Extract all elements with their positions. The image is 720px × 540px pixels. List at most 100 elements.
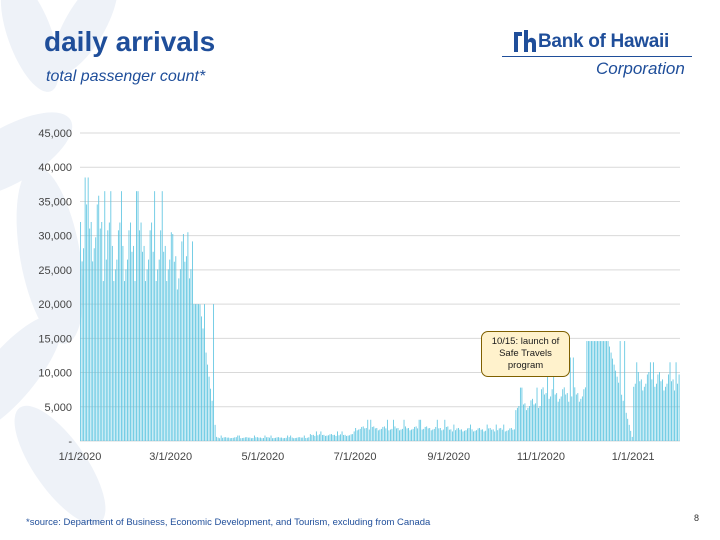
daily-arrival-bar [329, 434, 331, 441]
daily-arrival-bar [527, 407, 529, 441]
daily-arrival-bar [143, 245, 145, 441]
daily-arrival-bar [615, 370, 617, 441]
daily-arrival-bar [553, 357, 555, 441]
daily-arrival-bar [119, 222, 121, 441]
daily-arrival-bar [198, 304, 199, 441]
daily-arrival-bar [678, 374, 680, 441]
daily-arrival-bar [477, 428, 479, 441]
daily-arrival-bar [210, 388, 211, 441]
logo-divider [502, 56, 692, 57]
daily-arrival-bar [393, 419, 394, 441]
daily-arrival-bar [104, 191, 106, 441]
daily-arrival-bar [151, 222, 153, 441]
daily-arrival-bar [107, 230, 109, 441]
daily-arrival-bar [612, 358, 614, 441]
daily-arrival-bar [510, 427, 512, 441]
daily-arrival-bar [347, 435, 349, 441]
daily-arrival-bar [594, 341, 595, 441]
daily-arrival-bar [199, 304, 201, 441]
daily-arrival-bar [179, 269, 181, 441]
daily-arrival-bar [173, 261, 175, 441]
daily-arrival-bar [485, 430, 487, 441]
daily-arrival-bar [539, 405, 541, 441]
daily-arrival-bar [331, 434, 332, 441]
daily-arrival-bar [441, 430, 443, 441]
daily-arrival-bar [250, 438, 252, 441]
daily-arrival-bar [343, 435, 344, 441]
daily-arrival-bar [403, 419, 405, 441]
daily-arrival-bar [506, 430, 508, 441]
daily-arrival-bar [226, 437, 228, 441]
daily-arrival-bar [110, 191, 112, 441]
daily-arrival-bar [217, 437, 219, 441]
daily-arrival-bar [544, 394, 545, 441]
daily-arrival-bar [185, 256, 187, 441]
daily-arrival-bar [382, 426, 384, 441]
daily-arrival-bar [424, 426, 426, 441]
daily-arrival-bar [461, 429, 462, 441]
daily-arrival-bar [117, 230, 119, 441]
daily-arrival-bar [370, 419, 372, 441]
daily-arrival-bar [640, 379, 642, 441]
daily-arrival-bar [589, 341, 591, 441]
daily-arrival-bar [542, 387, 544, 441]
daily-arrival-bar [476, 430, 477, 441]
daily-arrival-bar [380, 428, 382, 441]
daily-arrival-bar [193, 304, 195, 441]
daily-arrival-bar [170, 232, 172, 441]
daily-arrival-bar [666, 383, 668, 441]
daily-arrival-bar [190, 269, 192, 441]
chart-bars [80, 177, 680, 441]
daily-arrival-bar [669, 362, 671, 441]
daily-arrival-bar [483, 431, 485, 441]
daily-arrival-bar [303, 435, 305, 441]
y-tick-label: 40,000 [38, 162, 72, 174]
daily-arrival-bar [308, 437, 310, 441]
daily-arrival-bar [406, 428, 408, 441]
daily-arrival-bar [521, 387, 523, 441]
daily-arrival-bar [187, 232, 189, 441]
daily-arrival-bar [253, 435, 255, 441]
x-tick-label: 1/1/2021 [612, 451, 655, 463]
daily-arrival-bar [166, 281, 168, 441]
daily-arrival-bar [581, 396, 583, 441]
daily-arrival-bar [95, 237, 97, 441]
daily-arrival-bar [266, 437, 267, 441]
daily-arrival-bar [532, 398, 533, 441]
daily-arrival-bar [516, 407, 518, 441]
daily-arrival-bar [272, 438, 273, 441]
daily-arrival-bar [489, 427, 491, 441]
daily-arrival-bar [634, 383, 636, 441]
daily-arrival-bar [146, 269, 148, 441]
daily-arrival-bar [575, 394, 577, 441]
daily-arrival-bar [125, 269, 127, 441]
daily-arrival-bar [467, 428, 468, 441]
daily-arrival-bar [294, 437, 296, 441]
x-tick-label: 9/1/2020 [427, 451, 470, 463]
daily-arrival-bar [257, 437, 258, 441]
daily-arrival-bar [222, 437, 224, 441]
daily-arrival-bar [334, 434, 335, 441]
daily-arrival-bar [458, 427, 459, 441]
daily-arrival-bar [488, 428, 490, 441]
daily-arrival-bar [155, 281, 157, 441]
daily-arrival-bar [229, 438, 231, 441]
daily-arrival-bar [606, 341, 607, 441]
daily-arrival-bar [409, 430, 411, 441]
daily-arrival-bar [519, 387, 521, 441]
daily-arrival-bar [178, 278, 180, 441]
daily-arrival-bar [417, 428, 419, 441]
daily-arrival-bar [149, 230, 151, 441]
daily-arrival-bar [127, 259, 128, 441]
daily-arrival-bar [518, 405, 520, 441]
daily-arrival-bar [130, 222, 131, 441]
daily-arrival-bar [645, 383, 647, 441]
daily-arrival-bar [577, 393, 579, 441]
daily-arrival-bar [306, 437, 308, 441]
daily-arrival-bar [219, 438, 221, 441]
y-tick-label: 15,000 [38, 333, 72, 345]
daily-arrival-bar [344, 434, 346, 441]
daily-arrival-bar [492, 429, 494, 441]
daily-arrival-bar [565, 394, 567, 441]
daily-arrival-bar [383, 426, 385, 441]
